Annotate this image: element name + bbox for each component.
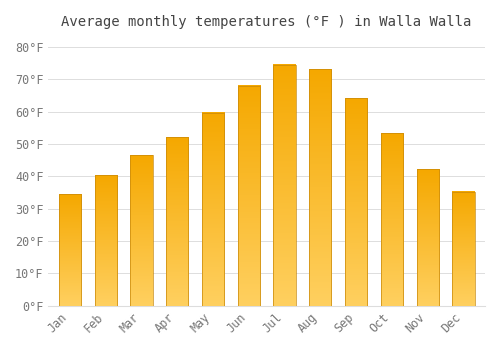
Bar xyxy=(381,133,403,306)
Bar xyxy=(58,194,81,306)
Bar xyxy=(94,175,116,306)
Bar xyxy=(130,155,152,306)
Bar xyxy=(274,65,295,306)
Bar xyxy=(345,98,368,306)
Bar xyxy=(416,169,439,306)
Bar xyxy=(238,86,260,306)
Bar xyxy=(166,138,188,306)
Title: Average monthly temperatures (°F ) in Walla Walla: Average monthly temperatures (°F ) in Wa… xyxy=(62,15,472,29)
Bar xyxy=(452,191,474,306)
Bar xyxy=(202,113,224,306)
Bar xyxy=(310,69,332,306)
